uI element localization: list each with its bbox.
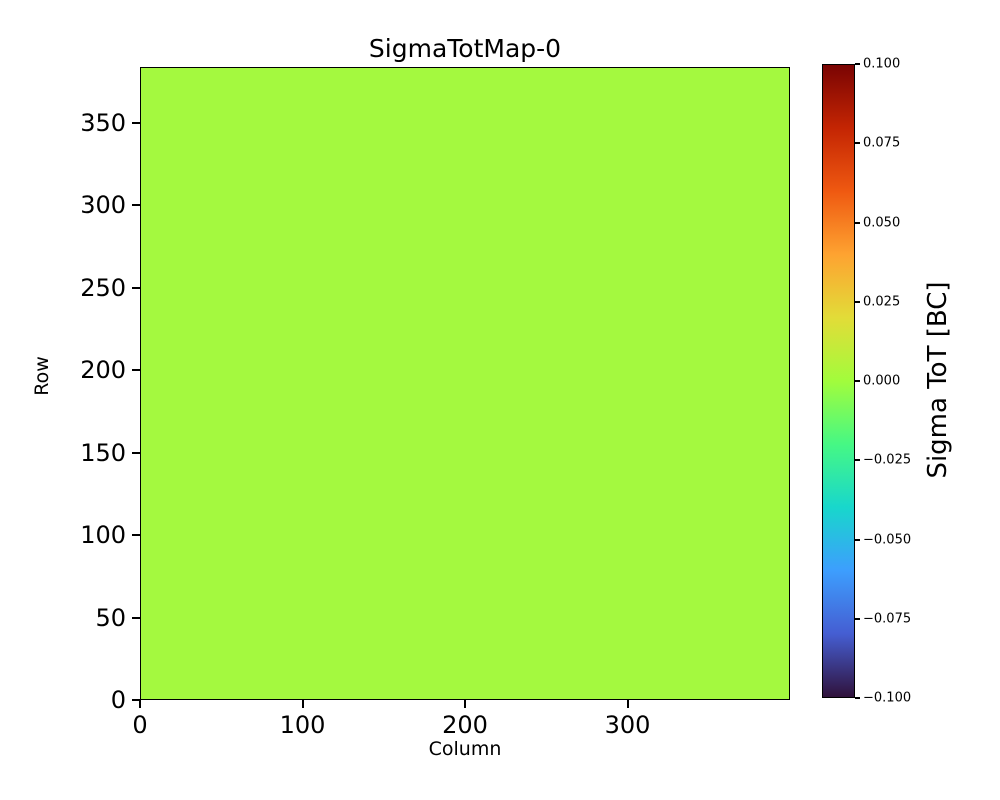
y-tick-mark (132, 699, 140, 701)
colorbar-tick-mark (855, 221, 860, 224)
y-tick-mark (132, 369, 140, 372)
colorbar-tick-mark (855, 380, 860, 382)
y-tick-label: 250 (80, 273, 126, 302)
colorbar (822, 64, 855, 698)
y-axis-label: Row (31, 356, 53, 396)
colorbar-tick-label: 0.075 (863, 135, 901, 151)
x-tick-label: 200 (442, 711, 488, 739)
y-tick-label: 150 (80, 438, 126, 467)
colorbar-tick-mark (855, 300, 860, 303)
y-tick-label: 100 (80, 521, 126, 550)
y-tick-mark (132, 204, 140, 207)
x-tick-label: 300 (604, 711, 651, 739)
y-tick-mark (132, 451, 140, 454)
colorbar-tick-label: 0.000 (863, 373, 901, 389)
colorbar-tick-mark (855, 459, 860, 462)
colorbar-tick-mark (855, 63, 860, 65)
x-tick-mark (301, 700, 304, 708)
y-tick-mark (132, 122, 140, 125)
x-tick-mark (626, 700, 629, 708)
colorbar-tick-label: −0.050 (863, 532, 912, 547)
colorbar-tick-label: −0.100 (863, 690, 912, 706)
x-tick-mark (464, 700, 466, 708)
colorbar-tick-label: 0.100 (863, 56, 901, 72)
y-tick-label: 300 (80, 191, 126, 220)
heatmap-plot-area (140, 67, 790, 700)
colorbar-tick-mark (855, 697, 860, 699)
y-tick-label: 50 (95, 603, 126, 632)
x-tick-mark (139, 700, 141, 708)
y-tick-mark (132, 286, 140, 289)
colorbar-tick-label: 0.025 (863, 294, 901, 310)
colorbar-tick-mark (855, 538, 860, 541)
x-tick-label: 0 (132, 711, 148, 739)
x-tick-label: 100 (279, 711, 326, 739)
y-tick-mark (132, 534, 140, 537)
colorbar-tick-mark (855, 617, 860, 620)
colorbar-label: Sigma ToT [BC] (923, 281, 953, 479)
colorbar-tick-mark (855, 142, 860, 145)
y-tick-label: 0 (110, 686, 126, 714)
colorbar-tick-label: 0.050 (863, 215, 901, 230)
colorbar-tick-label: −0.025 (863, 452, 912, 468)
colorbar-tick-label: −0.075 (863, 611, 912, 627)
chart-title: SigmaTotMap-0 (368, 34, 562, 63)
y-tick-label: 350 (80, 109, 126, 138)
y-tick-label: 200 (80, 356, 126, 385)
x-axis-label: Column (428, 738, 502, 760)
y-tick-mark (132, 616, 140, 619)
